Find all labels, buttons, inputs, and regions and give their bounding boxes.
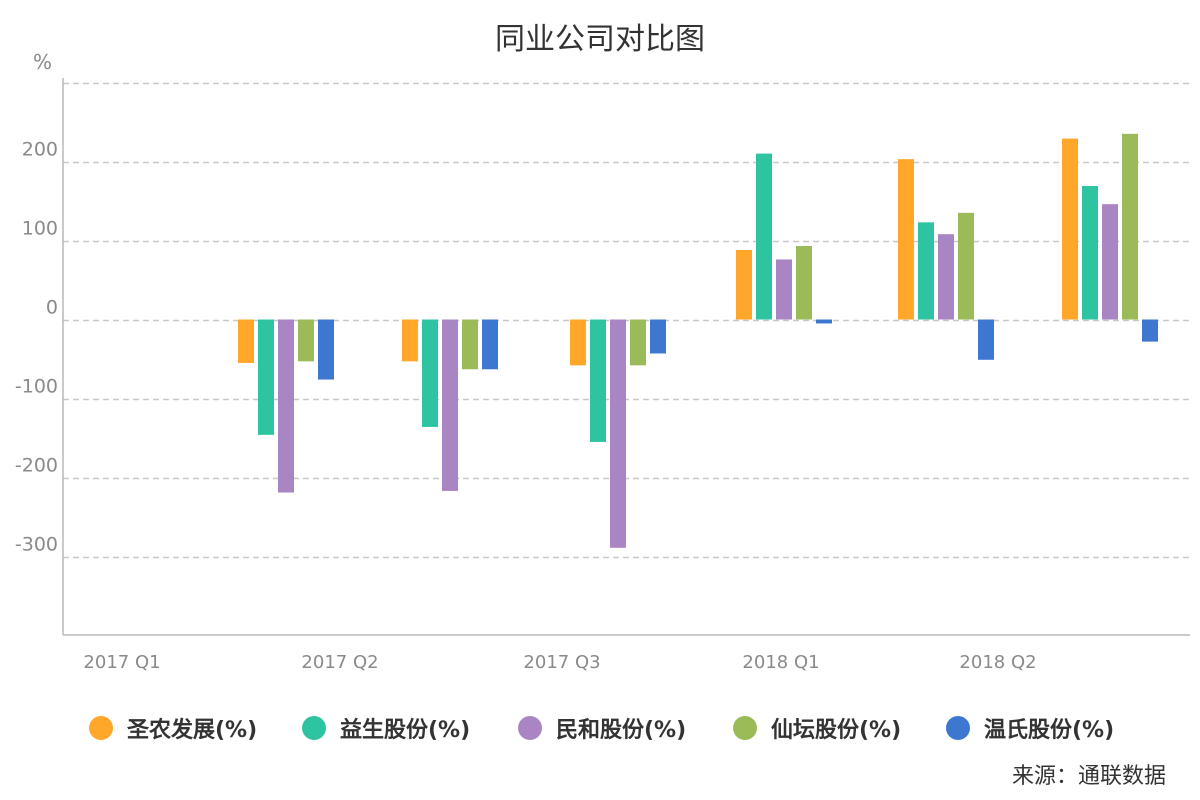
y-axis-unit-label: % bbox=[33, 50, 53, 74]
legend-label: 温氏股份(%) bbox=[984, 718, 1115, 743]
legend-color-dot-icon bbox=[733, 716, 757, 740]
bar-1-group-5 bbox=[736, 249, 752, 320]
source-label: 来源：通联数据 bbox=[1011, 764, 1166, 789]
bar-5-group-7 bbox=[1142, 319, 1158, 342]
bar-1-group-2 bbox=[238, 319, 254, 363]
bar-3-group-3 bbox=[442, 319, 458, 491]
x-tick-label: 2017 Q1 bbox=[83, 652, 160, 673]
legend-color-dot-icon bbox=[89, 716, 113, 740]
bar-3-group-6 bbox=[938, 234, 954, 320]
bar-1-group-3 bbox=[402, 319, 418, 362]
y-tick-label: -200 bbox=[15, 455, 58, 477]
legend-label: 圣农发展(%) bbox=[127, 718, 258, 743]
bar-2-group-4 bbox=[590, 319, 606, 442]
bar-3-group-2 bbox=[278, 319, 294, 493]
bar-2-group-5 bbox=[756, 153, 772, 320]
legend-item[interactable]: 圣农发展(%) bbox=[89, 712, 257, 744]
bar-3-group-4 bbox=[610, 319, 626, 548]
legend-label: 益生股份(%) bbox=[340, 718, 471, 743]
bar-4-group-4 bbox=[630, 319, 646, 366]
bar-2-group-2 bbox=[258, 319, 274, 435]
y-tick-label: 200 bbox=[22, 139, 58, 161]
bar-3-group-7 bbox=[1102, 204, 1118, 320]
legend-color-dot-icon bbox=[518, 716, 542, 740]
bar-1-group-4 bbox=[570, 319, 586, 366]
bar-5-group-4 bbox=[650, 319, 666, 354]
legend-item[interactable]: 仙坛股份(%) bbox=[733, 712, 901, 744]
y-tick-label: -300 bbox=[15, 534, 58, 556]
x-tick-label: 2018 Q2 bbox=[959, 652, 1036, 673]
bar-2-group-6 bbox=[918, 222, 934, 320]
x-tick-label: 2017 Q2 bbox=[301, 652, 378, 673]
legend-color-dot-icon bbox=[302, 716, 326, 740]
bar-2-group-7 bbox=[1082, 185, 1098, 320]
bar-2-group-3 bbox=[422, 319, 438, 427]
x-tick-label: 2017 Q3 bbox=[523, 652, 600, 673]
bar-1-group-7 bbox=[1062, 138, 1078, 320]
legend-item[interactable]: 民和股份(%) bbox=[518, 712, 686, 744]
y-tick-label: 100 bbox=[22, 218, 58, 240]
chart-title: 同业公司对比图 bbox=[495, 22, 705, 57]
bar-4-group-3 bbox=[462, 319, 478, 370]
legend-label: 民和股份(%) bbox=[556, 718, 687, 743]
bar-5-group-6 bbox=[978, 319, 994, 360]
legend: 圣农发展(%) 益生股份(%) 民和股份(%) 仙坛股份(%) 温氏股份(%) bbox=[0, 712, 1200, 748]
bar-5-group-3 bbox=[482, 319, 498, 370]
bar-5-group-2 bbox=[318, 319, 334, 380]
legend-label: 仙坛股份(%) bbox=[771, 718, 902, 743]
bar-4-group-7 bbox=[1122, 133, 1138, 320]
legend-item[interactable]: 益生股份(%) bbox=[302, 712, 470, 744]
legend-item[interactable]: 温氏股份(%) bbox=[946, 712, 1114, 744]
bar-1-group-6 bbox=[898, 159, 914, 320]
bar-4-group-5 bbox=[796, 246, 812, 320]
bar-5-group-5 bbox=[816, 319, 832, 324]
y-tick-label: -100 bbox=[15, 376, 58, 398]
bar-3-group-5 bbox=[776, 259, 792, 320]
bar-4-group-6 bbox=[958, 212, 974, 320]
bar-chart: 200 100 0 -100 -200 -300 2017 Q1 2017 Q2 2017 Q3… bbox=[15, 78, 1190, 673]
x-tick-label: 2018 Q1 bbox=[742, 652, 819, 673]
y-tick-label: 0 bbox=[46, 297, 58, 319]
bar-4-group-2 bbox=[298, 319, 314, 362]
legend-color-dot-icon bbox=[946, 716, 970, 740]
